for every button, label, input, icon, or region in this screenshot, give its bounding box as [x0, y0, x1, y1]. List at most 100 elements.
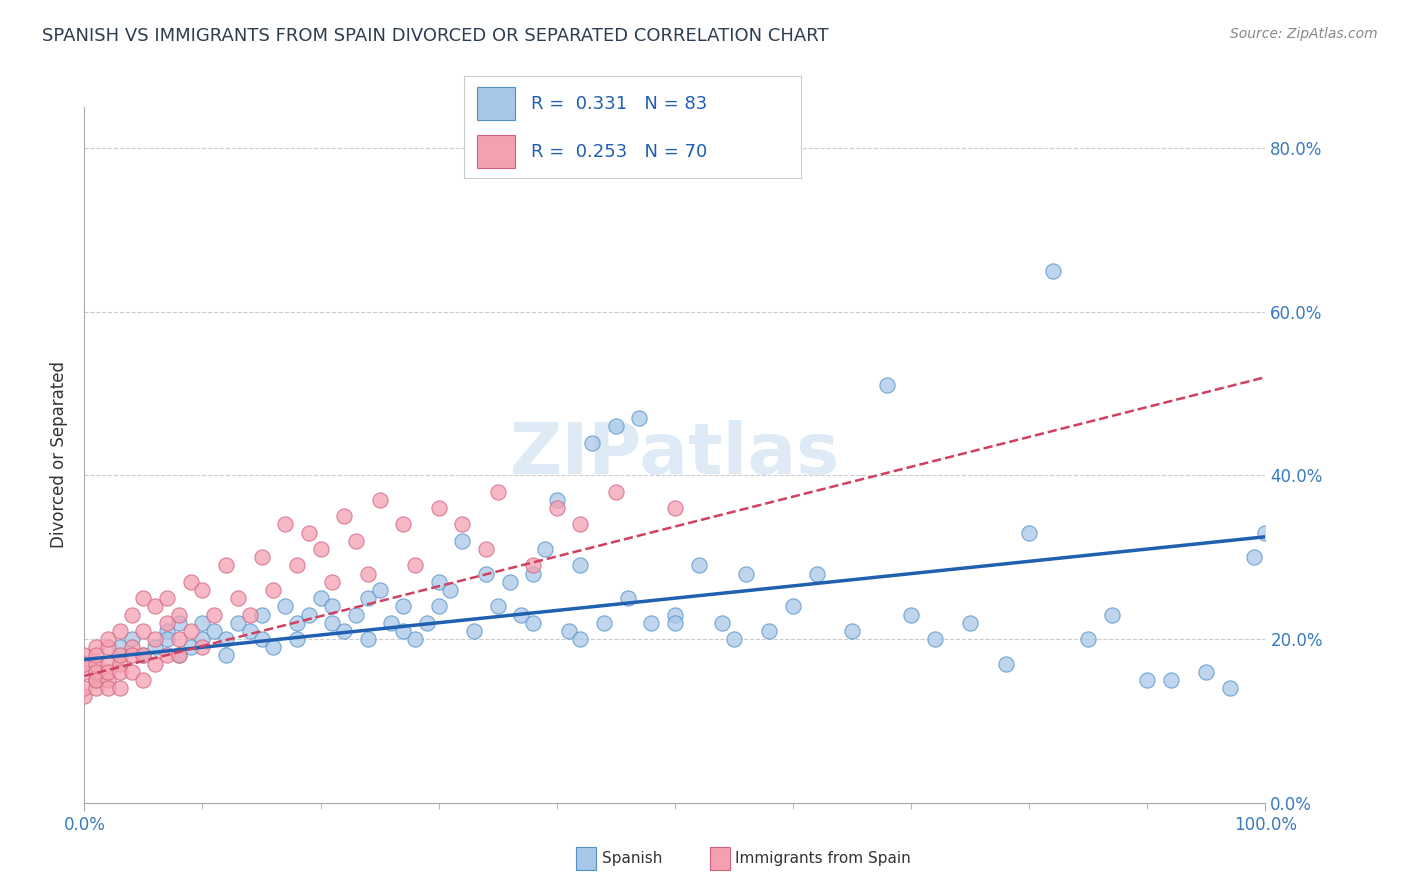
- Point: [664, 615, 686, 630]
- Point: [226, 591, 249, 606]
- Point: [321, 574, 343, 589]
- Point: [876, 378, 898, 392]
- Text: Spanish: Spanish: [602, 851, 662, 865]
- Point: [285, 632, 308, 646]
- Point: [1219, 681, 1241, 696]
- Point: [368, 582, 391, 597]
- Point: [616, 591, 638, 606]
- Point: [191, 615, 214, 630]
- Point: [593, 615, 616, 630]
- Point: [97, 665, 120, 679]
- Point: [132, 648, 155, 663]
- Point: [392, 624, 415, 638]
- Point: [734, 566, 756, 581]
- Point: [1243, 550, 1265, 565]
- Text: Immigrants from Spain: Immigrants from Spain: [735, 851, 911, 865]
- Point: [1042, 264, 1064, 278]
- Point: [132, 648, 155, 663]
- Point: [605, 419, 627, 434]
- Point: [380, 615, 402, 630]
- Point: [73, 648, 96, 663]
- Point: [994, 657, 1017, 671]
- Text: Source: ZipAtlas.com: Source: ZipAtlas.com: [1230, 27, 1378, 41]
- Point: [274, 599, 297, 614]
- Point: [392, 599, 415, 614]
- Point: [97, 632, 120, 646]
- Point: [132, 591, 155, 606]
- Point: [167, 648, 190, 663]
- Point: [1077, 632, 1099, 646]
- Point: [758, 624, 780, 638]
- Point: [84, 640, 107, 655]
- Point: [782, 599, 804, 614]
- Point: [156, 591, 179, 606]
- Point: [298, 525, 321, 540]
- Point: [664, 607, 686, 622]
- Point: [121, 665, 143, 679]
- Point: [285, 558, 308, 573]
- Point: [121, 632, 143, 646]
- Point: [581, 435, 603, 450]
- Point: [664, 501, 686, 516]
- FancyBboxPatch shape: [478, 136, 515, 168]
- Point: [309, 591, 332, 606]
- Point: [711, 615, 734, 630]
- Point: [156, 624, 179, 638]
- Point: [180, 640, 202, 655]
- Y-axis label: Divorced or Separated: Divorced or Separated: [51, 361, 69, 549]
- Point: [226, 615, 249, 630]
- Point: [262, 640, 284, 655]
- Point: [250, 607, 273, 622]
- Point: [1160, 673, 1182, 687]
- Point: [344, 607, 367, 622]
- Point: [285, 615, 308, 630]
- Point: [806, 566, 828, 581]
- Point: [321, 615, 343, 630]
- Point: [439, 582, 461, 597]
- Point: [463, 624, 485, 638]
- Point: [167, 607, 190, 622]
- Point: [239, 624, 262, 638]
- Point: [274, 517, 297, 532]
- Point: [108, 657, 131, 671]
- Point: [215, 558, 238, 573]
- Point: [404, 558, 426, 573]
- Point: [180, 574, 202, 589]
- Point: [132, 673, 155, 687]
- Point: [546, 492, 568, 507]
- Point: [688, 558, 710, 573]
- Point: [97, 640, 120, 655]
- Point: [84, 681, 107, 696]
- Point: [215, 632, 238, 646]
- Point: [1254, 525, 1277, 540]
- Point: [108, 640, 131, 655]
- Point: [156, 615, 179, 630]
- Point: [84, 665, 107, 679]
- Point: [451, 533, 474, 548]
- Point: [723, 632, 745, 646]
- Point: [333, 509, 356, 524]
- Point: [557, 624, 579, 638]
- Point: [522, 615, 544, 630]
- Point: [1195, 665, 1218, 679]
- Point: [357, 591, 380, 606]
- Point: [202, 607, 225, 622]
- Point: [427, 574, 450, 589]
- Point: [451, 517, 474, 532]
- Point: [1136, 673, 1159, 687]
- Point: [427, 501, 450, 516]
- Point: [73, 657, 96, 671]
- Point: [108, 624, 131, 638]
- Point: [143, 640, 166, 655]
- Point: [1018, 525, 1040, 540]
- Point: [510, 607, 533, 622]
- Point: [84, 657, 107, 671]
- Point: [344, 533, 367, 548]
- Point: [392, 517, 415, 532]
- Point: [427, 599, 450, 614]
- Point: [628, 411, 651, 425]
- Point: [486, 484, 509, 499]
- Point: [569, 558, 592, 573]
- Point: [143, 599, 166, 614]
- Point: [546, 501, 568, 516]
